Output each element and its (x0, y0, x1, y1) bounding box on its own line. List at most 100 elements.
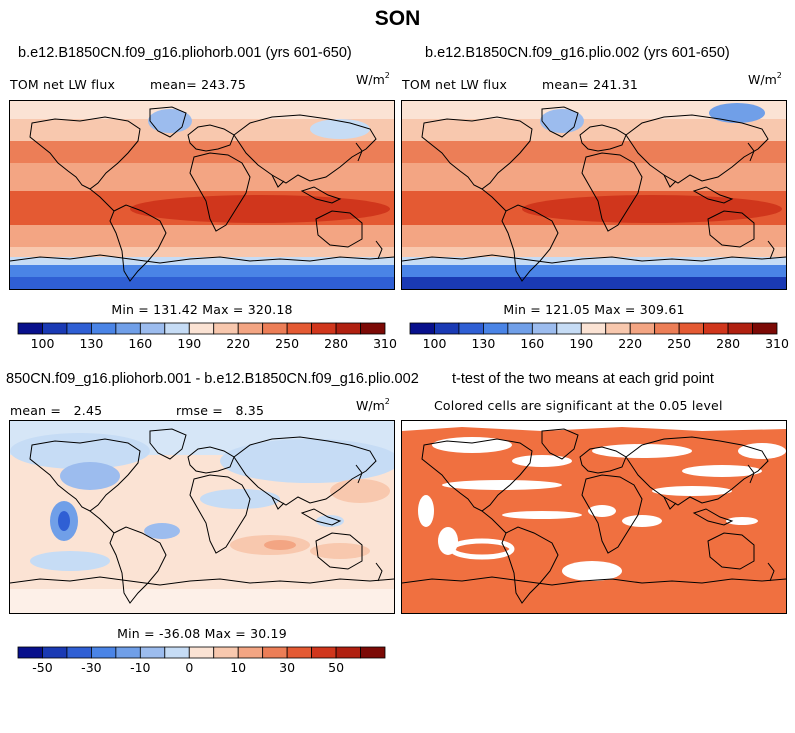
colorbar-box (409, 322, 435, 335)
colorbar-tick-label: 30 (279, 660, 296, 675)
colorbar-box (66, 322, 92, 335)
colorbar-tick-label: -30 (81, 660, 102, 675)
colorbar-box (654, 322, 680, 335)
colorbar-box (164, 322, 190, 335)
colorbar-box (91, 646, 117, 659)
colorbar-box (164, 646, 190, 659)
colorbar-box (17, 322, 43, 335)
top-left-minmax: Min = 131.42 Max = 320.18 (111, 302, 293, 317)
colorbar-box (139, 646, 166, 659)
colorbar-box (311, 322, 337, 335)
bottom-left-minmax: Min = -36.08 Max = 30.19 (117, 626, 287, 641)
top-left-units: W/m2 (356, 71, 390, 87)
colorbar-box (703, 322, 729, 335)
top-left-colorbar (17, 322, 386, 339)
top-right-colorbar-ticks: 100 130 160 190 220 250 280 310 (410, 336, 789, 352)
colorbar-box (286, 646, 313, 659)
top-left-panel-title: b.e12.B1850CN.f09_g16.pliohorb.001 (yrs … (18, 45, 352, 61)
top-right-panel-title: b.e12.B1850CN.f09_g16.plio.002 (yrs 601-… (425, 45, 730, 61)
colorbar-tick-label: 160 (520, 336, 545, 351)
top-left-mean: mean= 243.75 (150, 77, 247, 92)
colorbar-tick-label: 190 (177, 336, 202, 351)
colorbar-box (335, 646, 361, 659)
colorbar-tick-label: 280 (324, 336, 349, 351)
colorbar-box (17, 646, 43, 659)
bottom-left-rmse: rmse = 8.35 (176, 403, 265, 418)
colorbar-box (213, 322, 239, 335)
top-right-colorbar (409, 322, 778, 339)
colorbar-box (629, 322, 656, 335)
colorbar-box (115, 322, 141, 335)
colorbar-tick-label: 130 (79, 336, 104, 351)
colorbar-box (188, 322, 215, 335)
colorbar-tick-label: 160 (128, 336, 153, 351)
colorbar-box (262, 646, 288, 659)
colorbar-box (727, 322, 753, 335)
top-right-minmax: Min = 121.05 Max = 309.61 (503, 302, 685, 317)
top-left-left-label: TOM net LW flux (10, 77, 116, 92)
colorbar-box (752, 322, 778, 335)
colorbar-box (458, 322, 484, 335)
colorbar-box (66, 646, 92, 659)
colorbar-tick-label: 50 (328, 660, 345, 675)
colorbar-box (42, 646, 68, 659)
bottom-left-colorbar (17, 646, 386, 663)
bottom-left-map (9, 420, 395, 614)
colorbar-box (556, 322, 582, 335)
colorbar-tick-label: 0 (185, 660, 194, 675)
bottom-left-units: W/m2 (356, 397, 390, 413)
colorbar-box (580, 322, 607, 335)
colorbar-tick-label: 190 (569, 336, 594, 351)
top-right-map (401, 100, 787, 290)
colorbar-box (507, 322, 533, 335)
colorbar-tick-label: 100 (422, 336, 447, 351)
colorbar-tick-label: 310 (765, 336, 789, 351)
colorbar-box (286, 322, 313, 335)
top-right-colorbar-boxes (409, 322, 778, 335)
top-right-units: W/m2 (748, 71, 782, 87)
top-right-flux-field (402, 101, 786, 289)
colorbar-box (115, 646, 141, 659)
bottom-left-mean: mean = 2.45 (10, 403, 103, 418)
top-left-colorbar-boxes (17, 322, 386, 335)
colorbar-tick-label: 220 (226, 336, 251, 351)
colorbar-box (237, 646, 264, 659)
colorbar-box (335, 322, 361, 335)
bottom-left-diff-field (10, 421, 394, 613)
colorbar-tick-label: 310 (373, 336, 397, 351)
colorbar-box (139, 322, 166, 335)
colorbar-box (188, 646, 215, 659)
colorbar-tick-label: 280 (716, 336, 741, 351)
top-left-colorbar-ticks: 100 130 160 190 220 250 280 310 (18, 336, 397, 352)
top-left-map (9, 100, 395, 290)
colorbar-box (42, 322, 68, 335)
colorbar-tick-label: -10 (130, 660, 151, 675)
colorbar-tick-label: 100 (30, 336, 55, 351)
bottom-left-colorbar-ticks: -50 -30 -10 0 10 30 50 (18, 660, 385, 676)
colorbar-box (360, 322, 386, 335)
top-left-flux-field (10, 101, 394, 289)
bottom-left-colorbar-boxes (17, 646, 386, 659)
top-right-mean: mean= 241.31 (542, 77, 639, 92)
colorbar-box (678, 322, 705, 335)
figure-title: SON (374, 7, 421, 30)
colorbar-tick-label: 130 (471, 336, 496, 351)
colorbar-tick-label: 250 (275, 336, 300, 351)
bottom-left-panel-title: 850CN.f09_g16.pliohorb.001 - b.e12.B1850… (6, 371, 419, 387)
colorbar-box (360, 646, 386, 659)
colorbar-box (311, 646, 337, 659)
colorbar-tick-label: -50 (32, 660, 53, 675)
colorbar-tick-label: 250 (667, 336, 692, 351)
colorbar-box (483, 322, 509, 335)
top-right-left-label: TOM net LW flux (402, 77, 508, 92)
colorbar-box (91, 322, 117, 335)
colorbar-box (262, 322, 288, 335)
bottom-right-map (401, 420, 787, 614)
bottom-right-significance-field (402, 421, 786, 613)
colorbar-tick-label: 10 (230, 660, 247, 675)
colorbar-tick-label: 220 (618, 336, 643, 351)
colorbar-box (605, 322, 631, 335)
colorbar-box (213, 646, 239, 659)
colorbar-box (531, 322, 558, 335)
colorbar-box (434, 322, 460, 335)
